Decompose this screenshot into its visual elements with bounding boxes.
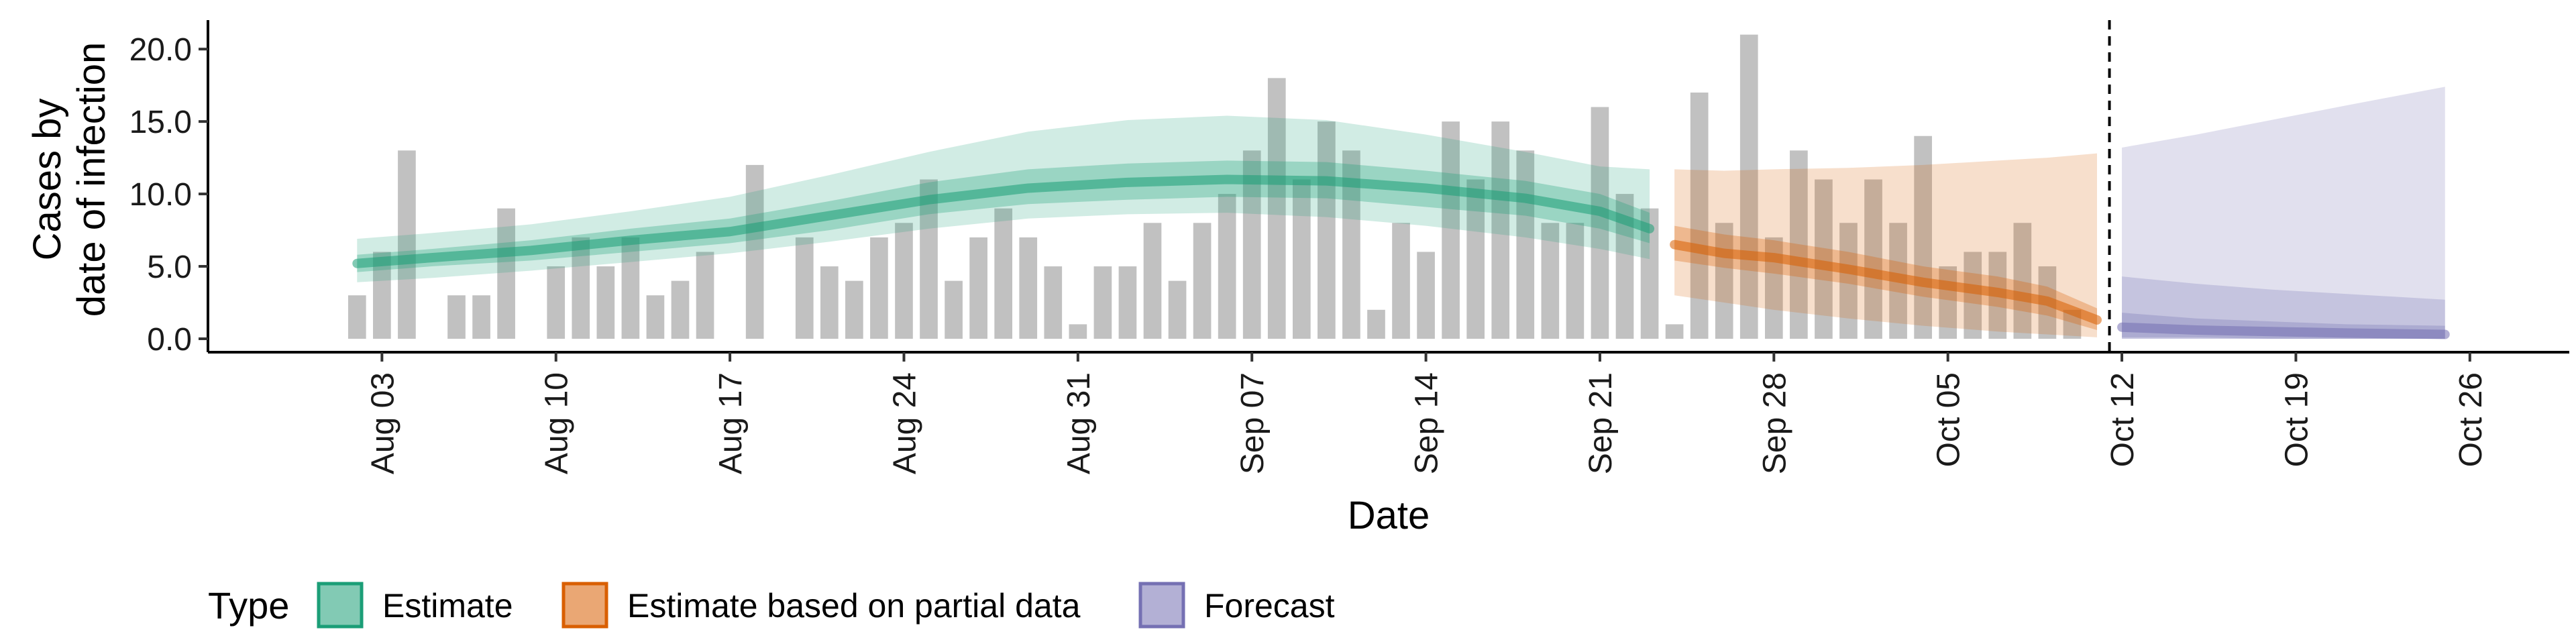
reported-case-bar [745,164,764,339]
x-tick-label: Sep 07 [1235,372,1271,474]
x-tick-label: Oct 26 [2453,372,2489,467]
reported-case-bar [547,266,566,339]
y-tick-label: 20.0 [129,32,192,68]
band-outer-2 [2122,87,2445,339]
reported-case-bar [1566,223,1585,339]
legend-label-0: Estimate [382,587,513,625]
reported-case-bar [1267,78,1286,339]
legend-swatch-2 [1138,582,1185,629]
reported-case-bar [1367,309,1385,339]
reported-case-bar [1914,136,1932,339]
reported-case-bar [1516,150,1535,339]
x-tick-label: Aug 31 [1061,372,1097,474]
reported-case-bar [1118,266,1137,339]
x-tick-label: Aug 10 [539,372,575,474]
reported-case-bar [1591,107,1609,339]
reported-case-bar [1939,266,1957,339]
reported-case-bar [1143,223,1162,339]
x-axis-title: Date [1348,494,1430,537]
reported-case-bar [646,295,665,339]
reported-case-bar [1964,252,1982,339]
reported-case-bar [1715,223,1733,339]
legend: Type Estimate Estimate based on partial da… [208,582,1335,629]
reported-case-bar [1665,324,1684,339]
reported-case-bar [1815,179,1833,339]
x-tick-label: Oct 05 [1931,372,1967,467]
y-axis-title: Cases bydate of infection [25,42,113,317]
reported-case-bar [870,237,888,339]
reported-case-bar [472,295,490,339]
reported-case-bar [895,223,913,339]
reported-case-bar [1318,121,1336,339]
reported-case-bar [671,280,690,339]
y-tick-label: 5.0 [147,250,192,285]
reported-case-bar [1193,223,1212,339]
reported-case-bar [1392,223,1410,339]
reported-case-bar [1466,179,1485,339]
reported-case-bar [1442,121,1460,339]
x-tick-label: Sep 28 [1757,372,1792,474]
reported-case-bar [1790,150,1808,339]
reported-case-bar [398,150,416,339]
median-lines [352,174,2450,339]
reported-case-bar [696,252,714,339]
reported-case-bar [2013,223,2032,339]
y-tick-label: 0.0 [147,322,192,358]
reported-case-bar [920,179,938,339]
reported-case-bar [845,280,863,339]
legend-label-1: Estimate based on partial data [627,587,1081,625]
band-outer-low-2 [2122,276,2445,339]
reported-case-bar [1690,92,1709,339]
reported-case-bar [1292,179,1311,339]
reported-case-bar [572,237,590,339]
reported-case-bar [497,208,515,339]
y-axis-title-line: Cases by [25,99,69,261]
y-axis-title-line: date of infection [70,42,113,317]
median-line-0 [352,174,1655,268]
reported-case-bar [1864,179,1882,339]
reported-case-bar [596,266,615,339]
reported-case-bar [969,237,987,339]
axes: 0.0 5.0 10.0 15.0 20.0 Aug 03 Aug 10 Aug 17 Aug … [25,20,2569,537]
reported-case-bar [1168,280,1187,339]
legend-swatch-1 [561,582,608,629]
legend-title: Type [208,584,289,627]
reported-case-bar [1541,223,1560,339]
reported-case-bar [795,237,814,339]
reported-case-bar [820,266,839,339]
x-tick-label: Sep 21 [1583,372,1619,474]
x-tick-label: Aug 24 [887,372,922,474]
reported-case-bar [1839,223,1858,339]
reported-case-bar [347,295,366,339]
reported-case-bar [1044,266,1063,339]
reported-case-bar [447,295,466,339]
x-tick-label: Aug 17 [713,372,749,474]
x-tick-label: Aug 03 [365,372,400,474]
x-tick-label: Oct 19 [2279,372,2314,467]
reported-case-bar [1069,324,1087,339]
y-tick-label: 15.0 [129,105,192,140]
x-tick-label: Oct 12 [2105,372,2141,467]
reported-case-bar [1218,194,1236,339]
reported-case-bar [1739,34,1758,339]
median-line-1 [1670,239,2102,325]
y-tick-label: 10.0 [129,177,192,213]
band-inner-0 [357,160,1650,272]
reported-case-bar [1093,266,1112,339]
legend-swatch-0 [317,582,364,629]
reported-case-bar [1019,237,1038,339]
reported-case-bar [945,280,963,339]
legend-label-2: Forecast [1204,587,1335,625]
reported-case-bar [994,208,1013,339]
reported-case-bar [1491,121,1510,339]
reported-case-bar [621,237,640,339]
median-line-2 [2117,322,2450,339]
reported-case-bar [1417,252,1435,339]
x-tick-label: Sep 14 [1409,372,1445,474]
